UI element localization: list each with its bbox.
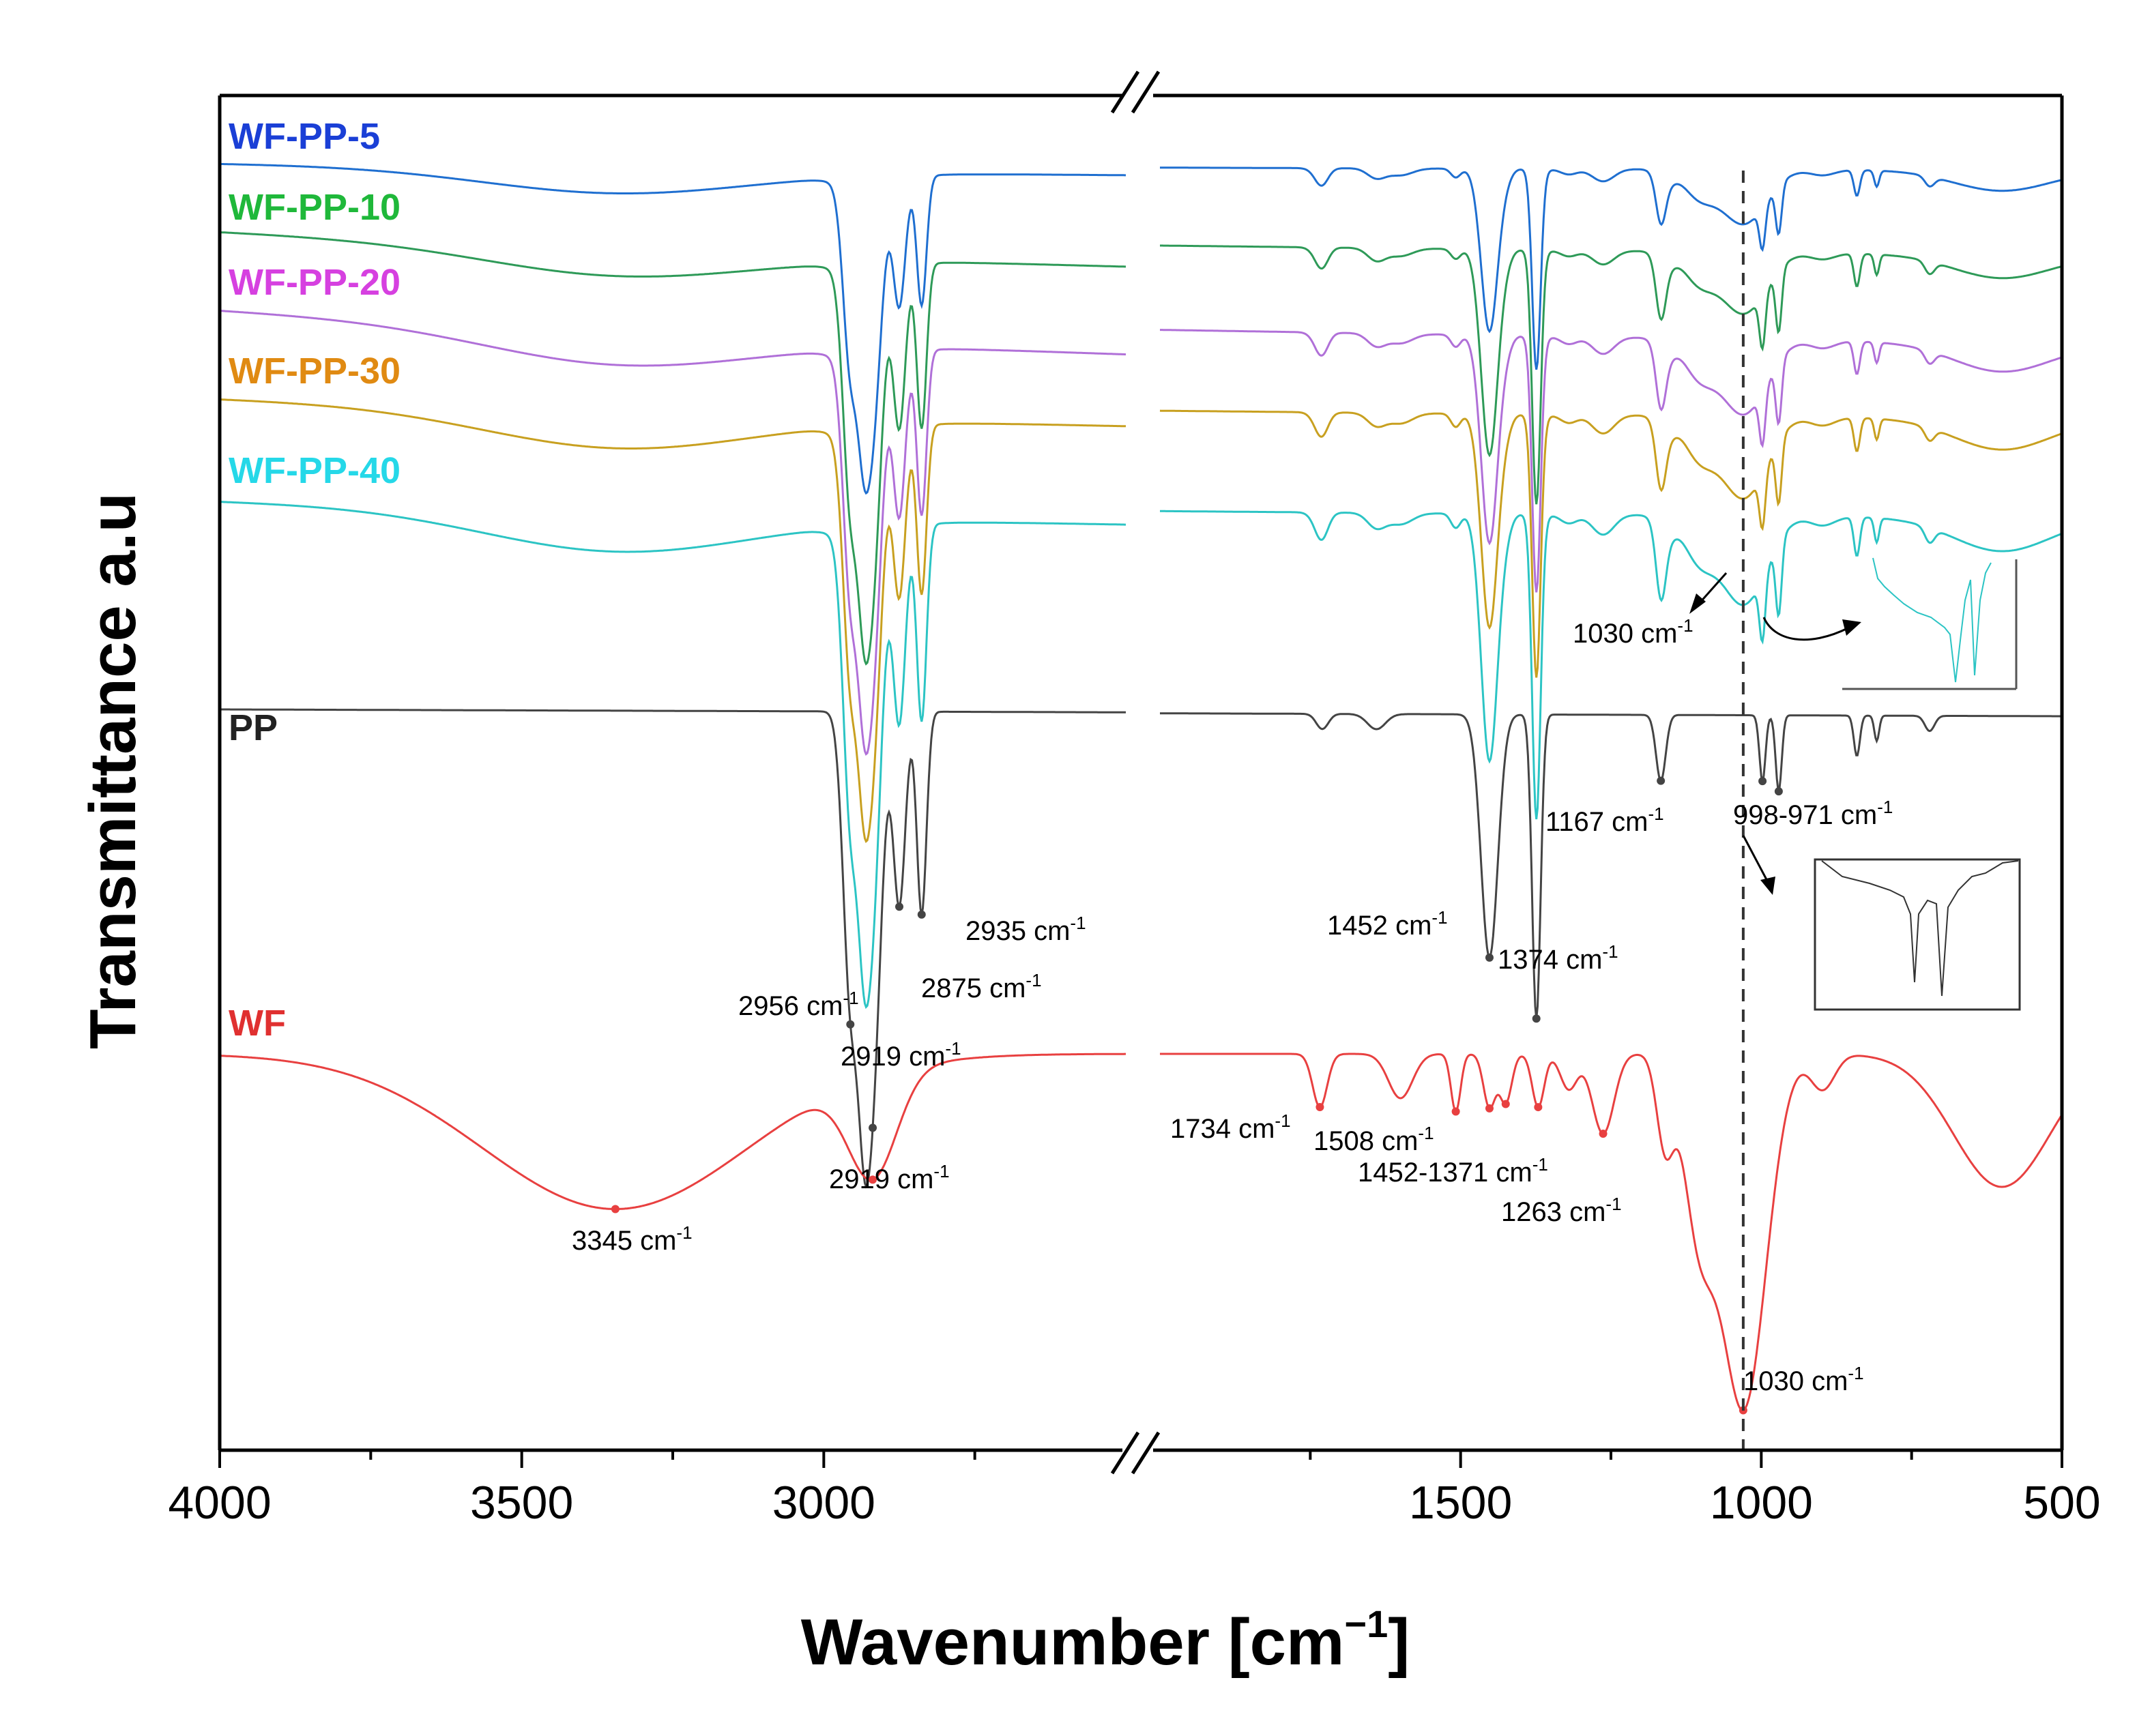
peak-annotation: 2919 cm-1 [841,1038,961,1072]
peak-marker [846,1020,855,1029]
peak-marker [1485,953,1494,962]
series-line-wf-pp-30-seg1 [219,398,1126,844]
series-line-wf-seg2 [1160,1053,2063,1411]
legend-label-wf-pp-30: WF-PP-30 [229,351,401,392]
peak-marker [1315,1103,1324,1111]
spectra-curves [219,162,2063,1411]
peak-annotation: 2875 cm-1 [921,970,1042,1003]
peak-marker [1657,776,1666,785]
series-line-wf-pp-10-seg2 [1160,244,2063,505]
inset-upper [1842,557,2021,690]
axis-break-top [1110,70,1161,114]
x-tick-label: 3500 [470,1477,573,1529]
legend-label-pp: PP [229,707,278,748]
peak-marker [1534,1103,1543,1112]
x-tick-label: 4000 [168,1477,271,1529]
peak-annotation: 1167 cm-1 [1545,804,1664,837]
legend-label-wf-pp-40: WF-PP-40 [229,450,401,491]
peak-marker [917,910,926,919]
peak-marker [1532,1014,1541,1023]
legend-label-wf-pp-5: WF-PP-5 [229,116,380,157]
y-axis-title: Transmittance a.u [76,492,149,1049]
series-line-wf-pp-10-seg1 [219,231,1126,666]
inset-lower [1814,858,2021,1011]
peak-annotation: 1452 cm-1 [1327,907,1448,941]
x-tick-label: 1000 [1710,1477,1813,1529]
peak-annotation: 998-971 cm-1 [1733,797,1893,830]
inset-upper-curve [1872,557,1992,683]
peak-marker [1774,787,1783,796]
peak-annotation: 3345 cm-1 [572,1222,693,1256]
series-line-wf-pp-20-seg2 [1160,329,2063,593]
peak-marker [1451,1107,1460,1116]
axis-break-bottom [1110,1431,1161,1475]
peak-annotation: 1374 cm-1 [1498,941,1618,975]
peak-markers [611,776,1783,1415]
peak-annotations: 2956 cm-1 2935 cm-1 2875 cm-1 2919 cm-1 1452… [572,615,1893,1396]
legend-label-wf: WF [229,1003,286,1044]
peak-annotation: 1734 cm-1 [1170,1110,1291,1144]
peak-annotation: 1508 cm-1 [1313,1123,1434,1156]
peak-annotation: 1030 cm-1 [1743,1363,1864,1396]
series-line-pp-seg2 [1160,712,2062,1019]
series-line-wf-pp-5-seg1 [219,162,1126,495]
x-axis-title: Wavenumber [cm−1] [801,1602,1410,1679]
series-line-wf-pp-40-seg1 [220,501,1126,1010]
inset-lower-curve [1821,860,2019,997]
peak-annotation: 2935 cm-1 [965,913,1086,946]
peak-marker [1485,1104,1494,1113]
peak-annotation: 1263 cm-1 [1501,1194,1622,1227]
peak-marker [869,1123,877,1132]
legend-label-wf-pp-10: WF-PP-10 [229,187,401,228]
series-line-wf-pp-20-seg1 [219,310,1126,756]
arrows [1689,572,1861,895]
peak-marker [895,902,903,911]
peak-marker [611,1205,620,1213]
peak-annotation: 1030 cm-1 [1573,615,1693,649]
series-line-wf-seg1 [219,1053,1126,1210]
peak-marker [1758,777,1767,786]
peak-marker [869,1175,877,1184]
legend-label-wf-pp-20: WF-PP-20 [229,262,401,303]
peak-marker [1501,1100,1510,1108]
axis-ticks [218,1450,2063,1468]
series-line-wf-pp-30-seg2 [1159,409,2063,678]
series-line-pp-seg1 [220,708,1126,1189]
series-line-wf-pp-5-seg2 [1160,166,2063,370]
peak-annotation: 2919 cm-1 [829,1161,950,1194]
x-tick-label: 3000 [772,1477,875,1529]
peak-marker [1599,1130,1608,1138]
legend: WF-PP-5 WF-PP-10 WF-PP-20 WF-PP-30 WF-PP-40 P… [229,116,401,1044]
x-tick-labels: 4000 3500 3000 1500 1000 500 [168,1477,2100,1529]
x-tick-label: 500 [2023,1477,2100,1529]
x-tick-label: 1500 [1409,1477,1512,1529]
peak-annotation: 1452-1371 cm-1 [1358,1154,1548,1188]
series-line-wf-pp-40-seg2 [1160,510,2063,820]
peak-annotation: 2956 cm-1 [738,988,859,1021]
